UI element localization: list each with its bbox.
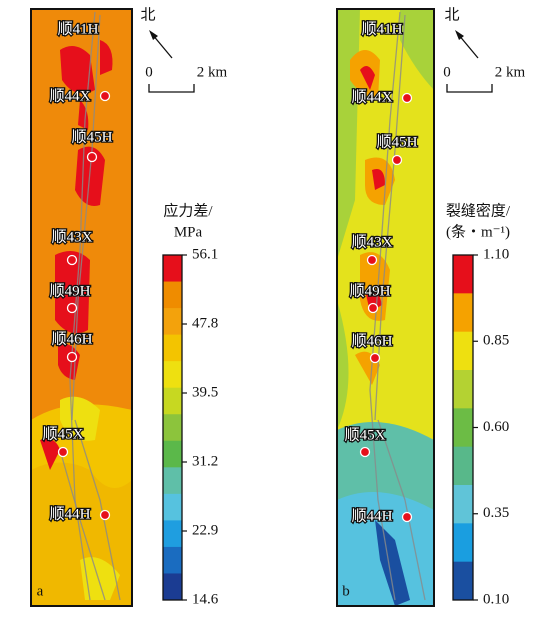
well-dot [99,509,111,521]
colorbar-band [163,281,182,309]
colorbar-band [453,523,473,563]
colorbar-band [163,573,182,601]
colorbar-title: (条・m⁻¹) [446,223,510,240]
colorbar-title: 裂缝密度/ [446,202,511,219]
well-label: 顺49H [350,282,391,299]
colorbar-tick-label: 22.9 [192,522,218,538]
colorbar-title: MPa [174,224,203,240]
well-dot [401,511,413,523]
well-dot [369,352,381,364]
colorbar-band [163,308,182,336]
map-frame [336,8,435,607]
scale-label: 0 [145,64,153,80]
scale-label: 0 [443,64,451,80]
colorbar-tick-label: 56.1 [192,246,218,262]
colorbar-band [453,446,473,486]
scale-label: 2 km [197,64,228,80]
colorbar-band [453,485,473,524]
well-dot [66,254,78,266]
colorbar-band [163,414,182,442]
colorbar-tick-label: 47.8 [192,315,218,331]
map-b [337,9,434,606]
colorbar-band [163,255,182,283]
well-label: 顺43X [352,233,393,250]
well-label: 顺41H [58,20,99,37]
north-arrow [149,30,479,59]
well-dot [66,302,78,314]
colorbar-tick-label: 31.2 [192,453,218,469]
well-dot [391,154,403,166]
colorbar-tick-label: 0.60 [483,419,509,435]
well-dot [359,446,371,458]
colorbar-band [163,493,182,521]
well-dot [99,90,111,102]
panel-letter: a [37,583,44,599]
colorbar-tick-label: 14.6 [192,591,219,607]
map-a [31,9,132,606]
colorbar-band [453,255,473,294]
well-label: 顺43X [52,228,93,245]
panel-letter: b [342,583,350,599]
colorbar-band [453,370,473,409]
well-label: 顺41H [362,20,403,37]
well-label: 顺46H [352,332,393,349]
well-dot [57,446,69,458]
colorbar-tick-label: 0.85 [483,333,509,349]
colorbar-tick-label: 1.10 [483,246,509,262]
well-label: 顺45H [377,133,418,150]
colorbar-band [163,546,182,574]
well-label: 顺45H [72,128,113,145]
colorbar-tick-label: 39.5 [192,384,218,400]
well-label: 顺44H [50,505,91,522]
north-label: 北 [444,6,459,23]
well-dot [66,351,78,363]
well-label: 顺49H [50,282,91,299]
colorbar-band [453,408,473,448]
colorbar-band [163,334,182,362]
north-label: 北 [140,6,155,23]
colorbar-frame [162,254,183,601]
colorbar-band [163,387,182,415]
colorbar-title: 应力差/ [163,201,213,219]
well-label: 顺44X [50,87,91,104]
colorbar-band [163,467,182,495]
scale-label: 2 km [495,64,526,80]
well-label: 顺45X [345,426,386,443]
colorbar-band [453,561,473,601]
well-label: 顺44H [352,507,393,524]
map-frame [30,8,133,607]
well-dot [366,254,378,266]
well-label: 顺45X [43,425,84,442]
colorbar-band [453,331,473,371]
well-label: 顺44X [352,88,393,105]
colorbar-band [163,361,182,389]
colorbar-tick-label: 0.35 [483,505,509,521]
colorbar-band [163,520,182,548]
scale-bar [148,84,493,93]
colorbar-tick-label: 0.10 [483,591,509,607]
colorbar-band [453,293,473,333]
well-dot [401,92,413,104]
colorbar-band [163,440,182,468]
well-dot [86,151,98,163]
well-label: 顺46H [52,330,93,347]
well-dot [367,302,379,314]
